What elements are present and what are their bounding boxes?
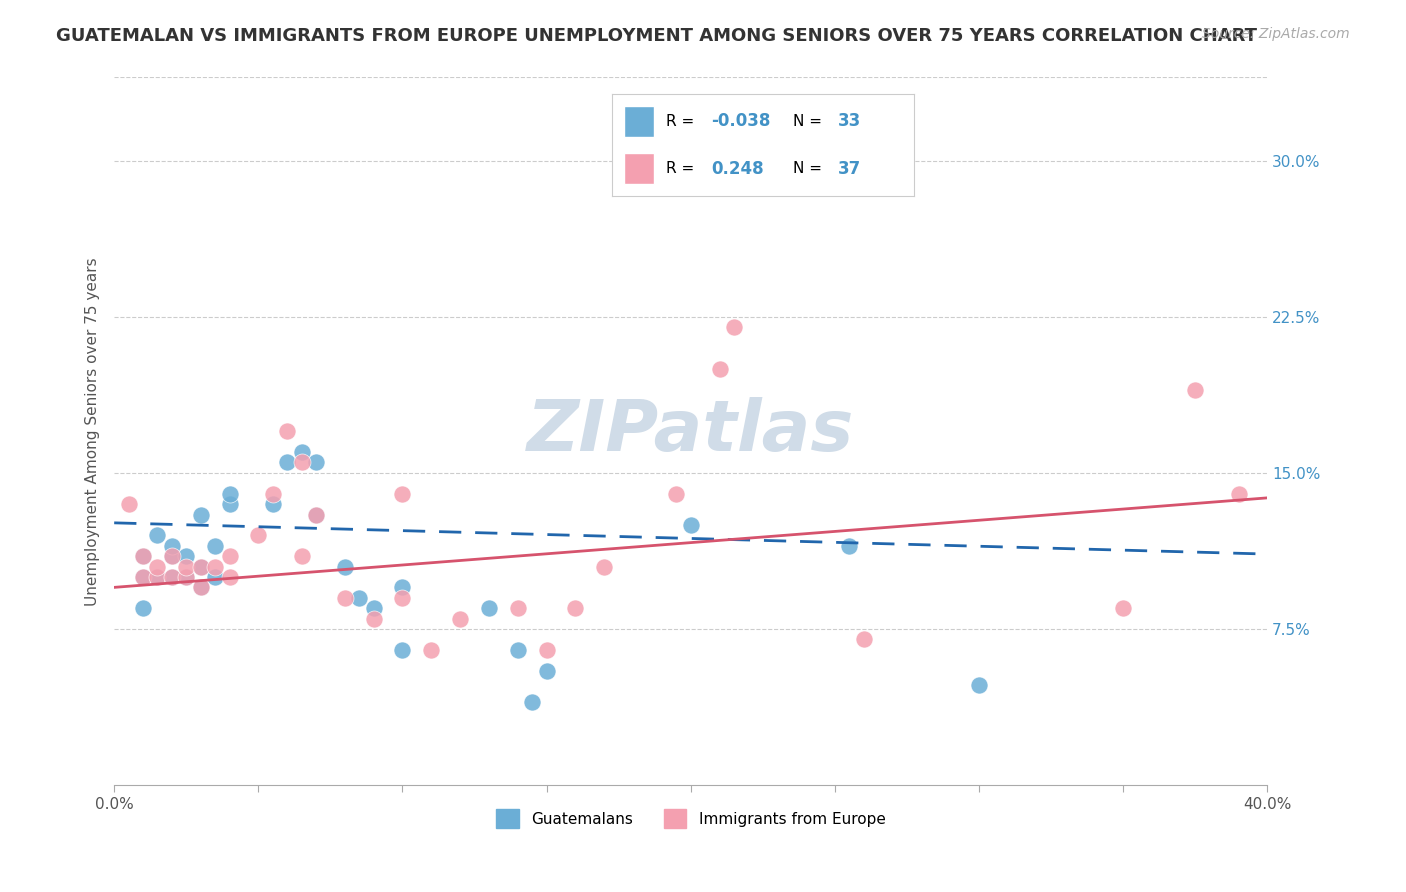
Point: [174, 549, 197, 563]
Point: [218, 570, 240, 584]
Point: [290, 549, 312, 563]
Point: [1227, 486, 1250, 500]
Point: [160, 549, 183, 563]
Point: [262, 486, 284, 500]
Point: [290, 445, 312, 459]
Point: [190, 580, 212, 594]
Point: [593, 559, 616, 574]
Point: [146, 570, 169, 584]
Point: [391, 591, 413, 605]
Point: [204, 570, 226, 584]
Point: [305, 508, 328, 522]
FancyBboxPatch shape: [624, 153, 654, 184]
Point: [665, 486, 688, 500]
Point: [363, 611, 385, 625]
Point: [262, 497, 284, 511]
Point: [146, 528, 169, 542]
Point: [522, 695, 544, 709]
Point: [478, 601, 501, 615]
Point: [305, 508, 328, 522]
Point: [160, 539, 183, 553]
Point: [333, 559, 356, 574]
Point: [679, 517, 702, 532]
Point: [218, 486, 240, 500]
Point: [247, 528, 270, 542]
Point: [190, 559, 212, 574]
Point: [1112, 601, 1135, 615]
Point: [506, 642, 529, 657]
Point: [132, 549, 155, 563]
Text: Source: ZipAtlas.com: Source: ZipAtlas.com: [1202, 27, 1350, 41]
Legend: Guatemalans, Immigrants from Europe: Guatemalans, Immigrants from Europe: [489, 803, 891, 834]
Point: [160, 570, 183, 584]
Point: [174, 570, 197, 584]
Point: [536, 664, 558, 678]
Point: [218, 497, 240, 511]
Point: [132, 601, 155, 615]
Point: [174, 570, 197, 584]
Text: GUATEMALAN VS IMMIGRANTS FROM EUROPE UNEMPLOYMENT AMONG SENIORS OVER 75 YEARS CO: GUATEMALAN VS IMMIGRANTS FROM EUROPE UNE…: [56, 27, 1257, 45]
Point: [190, 559, 212, 574]
Point: [1184, 383, 1206, 397]
Point: [391, 486, 413, 500]
Text: 0.248: 0.248: [711, 160, 763, 178]
Point: [276, 424, 298, 438]
Point: [852, 632, 875, 647]
Point: [506, 601, 529, 615]
Point: [391, 642, 413, 657]
Text: 33: 33: [838, 112, 862, 130]
Text: 37: 37: [838, 160, 862, 178]
Point: [218, 549, 240, 563]
Point: [132, 570, 155, 584]
Point: [146, 559, 169, 574]
Text: N =: N =: [793, 161, 827, 176]
Text: N =: N =: [793, 114, 827, 128]
Point: [305, 455, 328, 469]
Text: -0.038: -0.038: [711, 112, 770, 130]
Point: [204, 539, 226, 553]
Y-axis label: Unemployment Among Seniors over 75 years: Unemployment Among Seniors over 75 years: [86, 257, 100, 606]
Point: [349, 591, 371, 605]
Point: [190, 508, 212, 522]
Point: [723, 320, 745, 334]
FancyBboxPatch shape: [624, 106, 654, 136]
Text: ZIPatlas: ZIPatlas: [527, 397, 855, 466]
Point: [160, 549, 183, 563]
Point: [174, 559, 197, 574]
Point: [838, 539, 860, 553]
Point: [420, 642, 443, 657]
Point: [536, 642, 558, 657]
Point: [564, 601, 586, 615]
Point: [967, 678, 990, 692]
Point: [363, 601, 385, 615]
Point: [132, 549, 155, 563]
Point: [449, 611, 471, 625]
Point: [333, 591, 356, 605]
Point: [190, 580, 212, 594]
Text: R =: R =: [666, 114, 699, 128]
Point: [391, 580, 413, 594]
Point: [146, 570, 169, 584]
Point: [276, 455, 298, 469]
Point: [290, 455, 312, 469]
Text: R =: R =: [666, 161, 699, 176]
Point: [160, 570, 183, 584]
Point: [132, 570, 155, 584]
Point: [117, 497, 139, 511]
Point: [709, 361, 731, 376]
Point: [204, 559, 226, 574]
